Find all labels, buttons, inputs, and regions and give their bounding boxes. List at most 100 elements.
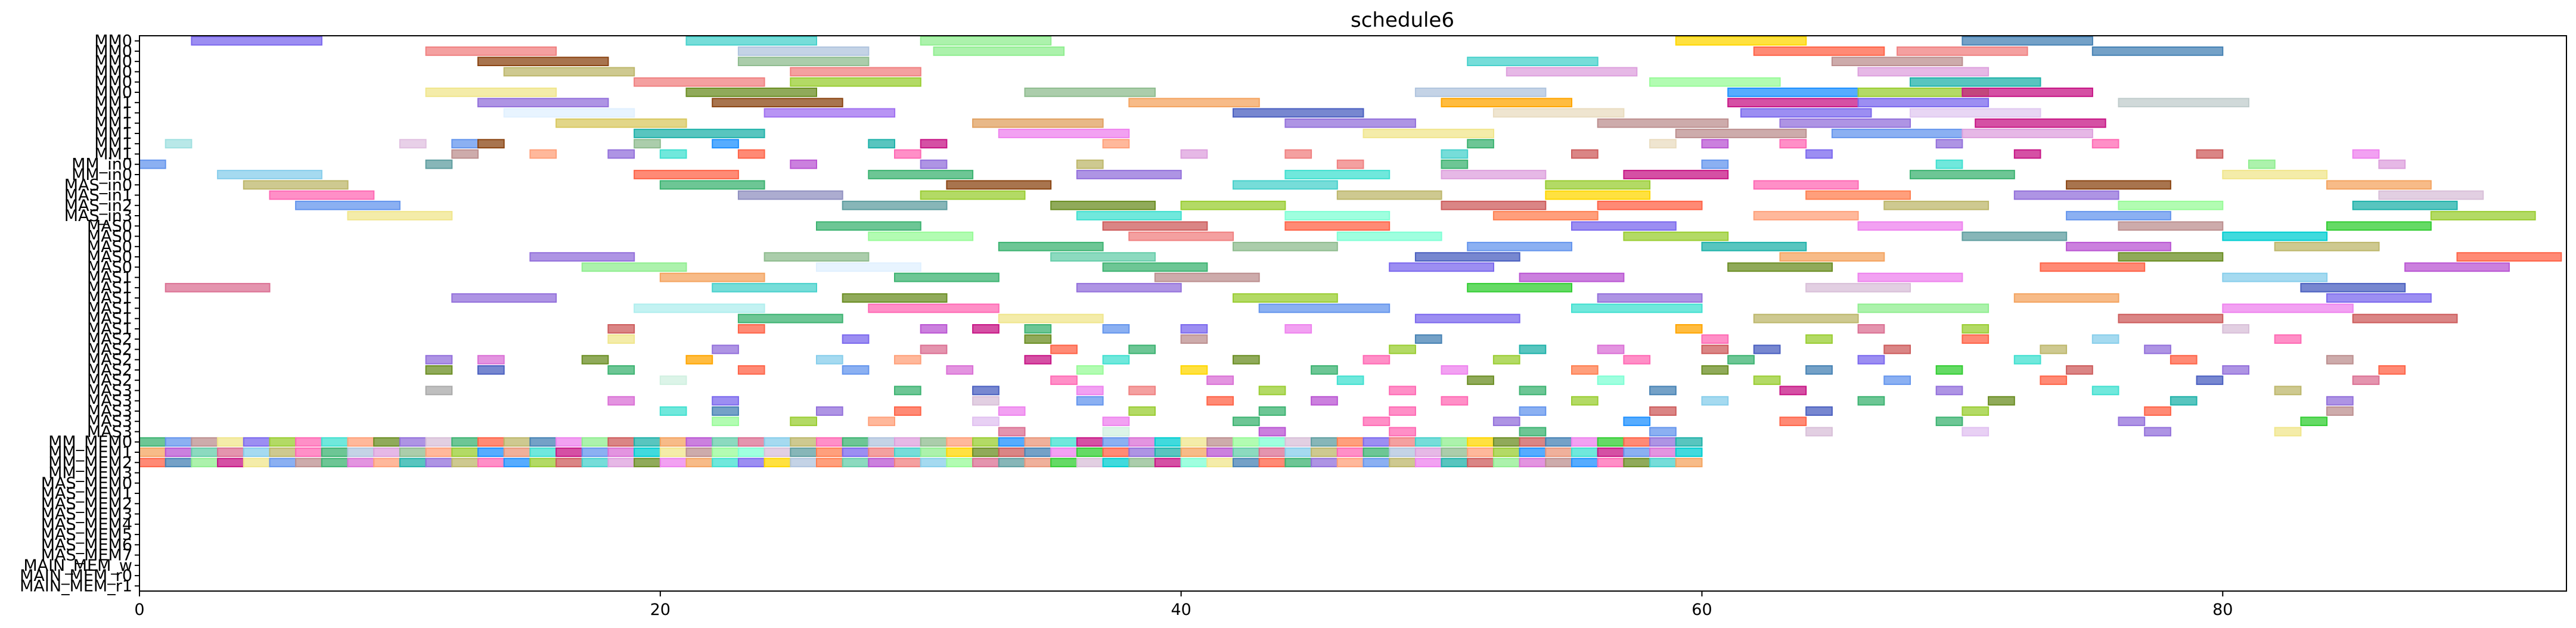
- task-bar: [1284, 211, 1391, 220]
- task-bar: [737, 324, 765, 334]
- y-tick-label: MAS3: [87, 422, 132, 441]
- y-tick-label: MM0: [94, 73, 132, 92]
- task-bar: [1154, 437, 1182, 447]
- task-bar: [1233, 180, 1338, 190]
- y-tick-label: MM_in0: [72, 166, 132, 184]
- task-bar: [1050, 252, 1156, 262]
- y-tick-label: MAS_MEM2: [41, 495, 132, 513]
- task-bar: [425, 46, 557, 56]
- task-bar: [2170, 355, 2198, 365]
- task-bar: [894, 355, 921, 365]
- task-bar: [1024, 447, 1052, 457]
- task-bar: [1857, 303, 1990, 313]
- task-bar: [2326, 293, 2432, 303]
- y-tick-label: MAS_in2: [64, 197, 132, 215]
- y-tick-label: MM_MEM3: [48, 464, 132, 483]
- y-tick-label: MAS1: [87, 299, 132, 318]
- task-bar: [1284, 118, 1416, 128]
- task-bar: [764, 108, 896, 118]
- task-bar: [1363, 355, 1391, 365]
- task-bar: [946, 447, 974, 457]
- task-bar: [1649, 437, 1677, 447]
- task-bar: [217, 170, 322, 179]
- task-bar: [659, 458, 687, 468]
- task-bar: [1102, 427, 1130, 437]
- task-bar: [2013, 293, 2119, 303]
- task-bar: [165, 458, 193, 468]
- task-bar: [1857, 221, 1963, 231]
- task-bar: [139, 159, 166, 169]
- y-tick-label: MM_MEM0: [48, 433, 132, 452]
- y-tick-label: MAS_MEM1: [41, 484, 132, 503]
- task-bar: [790, 67, 921, 77]
- y-tick-label: MAS1: [87, 320, 132, 338]
- task-bar: [1050, 437, 1078, 447]
- task-bar: [1753, 344, 1781, 355]
- task-bar: [1336, 159, 1364, 169]
- task-bar: [1492, 458, 1520, 468]
- task-bar: [1180, 324, 1208, 334]
- y-tick-label: MM_in0: [72, 156, 132, 174]
- task-bar: [634, 458, 661, 468]
- task-bar: [634, 437, 661, 447]
- task-bar: [503, 437, 531, 447]
- task-bar: [1128, 406, 1156, 416]
- task-bar: [1675, 458, 1703, 468]
- task-bar: [712, 282, 817, 293]
- task-bar: [1897, 46, 2028, 56]
- task-bar: [451, 149, 479, 159]
- task-bar: [1597, 118, 1729, 128]
- task-bar: [1233, 458, 1260, 468]
- task-bar: [1414, 334, 1442, 344]
- task-bar: [1675, 437, 1703, 447]
- task-bar: [1492, 416, 1520, 427]
- task-bar: [269, 458, 297, 468]
- task-bar: [2066, 211, 2171, 220]
- task-bar: [2404, 262, 2510, 272]
- task-bar: [269, 447, 297, 457]
- x-tick-label: 80: [2212, 601, 2233, 619]
- task-bar: [1753, 375, 1781, 385]
- y-tick-label: MAS0: [87, 228, 132, 246]
- task-bar: [1467, 139, 1494, 149]
- task-bar: [790, 77, 921, 87]
- task-bar: [451, 293, 557, 303]
- task-bar: [712, 447, 739, 457]
- task-bar: [1649, 427, 1677, 437]
- task-bar: [659, 272, 765, 282]
- task-bar: [868, 447, 896, 457]
- task-bar: [347, 437, 375, 447]
- task-bar: [712, 406, 739, 416]
- task-bar: [712, 396, 739, 406]
- plot-frame: [139, 35, 2567, 592]
- task-bar: [607, 437, 635, 447]
- task-bar: [1389, 458, 1416, 468]
- task-bar: [1519, 458, 1547, 468]
- task-bar: [1050, 344, 1078, 355]
- task-bar: [1727, 98, 1859, 108]
- task-bar: [2222, 303, 2354, 313]
- task-bar: [1336, 447, 1364, 457]
- task-bar: [1128, 98, 1260, 108]
- task-bar: [2066, 241, 2171, 251]
- task-bar: [217, 437, 244, 447]
- task-bar: [1753, 46, 1885, 56]
- task-bar: [1076, 437, 1104, 447]
- y-tick-label: MAIN_MEM_r0: [20, 567, 132, 585]
- task-bar: [790, 416, 818, 427]
- task-bar: [659, 375, 687, 385]
- task-bar: [529, 437, 557, 447]
- task-bar: [191, 447, 219, 457]
- task-bar: [1206, 396, 1234, 406]
- task-bar: [425, 355, 453, 365]
- task-bar: [972, 447, 1000, 457]
- task-bar: [1024, 324, 1052, 334]
- task-bar: [894, 458, 921, 468]
- y-tick-label: MAS3: [87, 402, 132, 421]
- task-bar: [737, 458, 765, 468]
- task-bar: [1414, 437, 1442, 447]
- task-bar: [1519, 447, 1547, 457]
- y-tick-label: MAS2: [87, 371, 132, 390]
- task-bar: [529, 447, 557, 457]
- task-bar: [607, 365, 635, 375]
